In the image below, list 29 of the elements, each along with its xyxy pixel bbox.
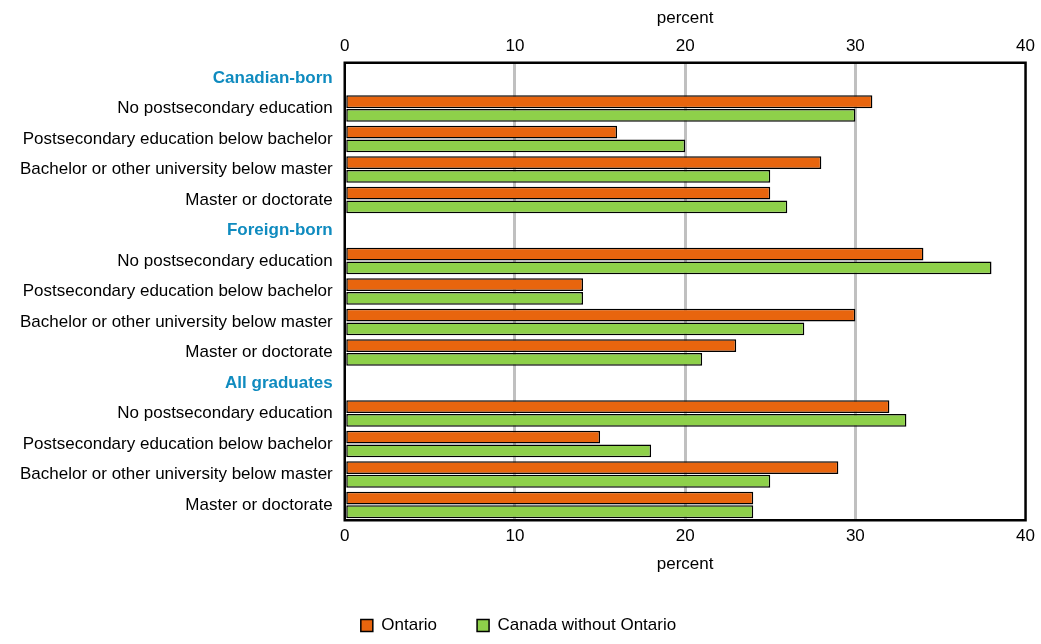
- x2-tick-label: 40: [1016, 526, 1036, 546]
- y-tick-label: Bachelor or other university below master: [20, 464, 334, 484]
- y-tick-label: Master or doctorate: [185, 342, 333, 362]
- y-tick-label: Canadian-born: [212, 67, 333, 87]
- y-tick-label: Postsecondary education below bachelor: [22, 281, 334, 301]
- legend-label: Canada without Ontario: [497, 615, 677, 635]
- y-tick-label: No postsecondary education: [117, 98, 333, 118]
- y-tick-label: All graduates: [225, 372, 333, 392]
- y-tick-label: Postsecondary education below bachelor: [22, 128, 334, 148]
- y-tick-label: Master or doctorate: [185, 189, 333, 209]
- x2-tick-label: 30: [845, 526, 865, 546]
- x-tick-label: 30: [845, 36, 865, 56]
- x2-axis-title: percent: [656, 7, 714, 27]
- y-tick-label: Foreign-born: [226, 220, 333, 240]
- x2-tick-label: 20: [675, 526, 695, 546]
- x-axis-title: percent: [656, 554, 714, 574]
- x-tick-label: 10: [505, 36, 525, 56]
- y-tick-label: Master or doctorate: [185, 494, 333, 514]
- x-tick-label: 0: [340, 36, 350, 56]
- x2-tick-label: 0: [340, 526, 350, 546]
- x-tick-label: 40: [1016, 36, 1036, 56]
- y-tick-label: No postsecondary education: [117, 403, 333, 423]
- y-tick-label: Bachelor or other university below master: [20, 159, 334, 179]
- legend-label: Ontario: [381, 615, 438, 635]
- y-tick-label: Postsecondary education below bachelor: [22, 433, 334, 453]
- y-tick-label: Bachelor or other university below master: [20, 311, 334, 331]
- x-tick-label: 20: [675, 36, 695, 56]
- x2-tick-label: 10: [505, 526, 525, 546]
- y-tick-label: No postsecondary education: [117, 250, 333, 270]
